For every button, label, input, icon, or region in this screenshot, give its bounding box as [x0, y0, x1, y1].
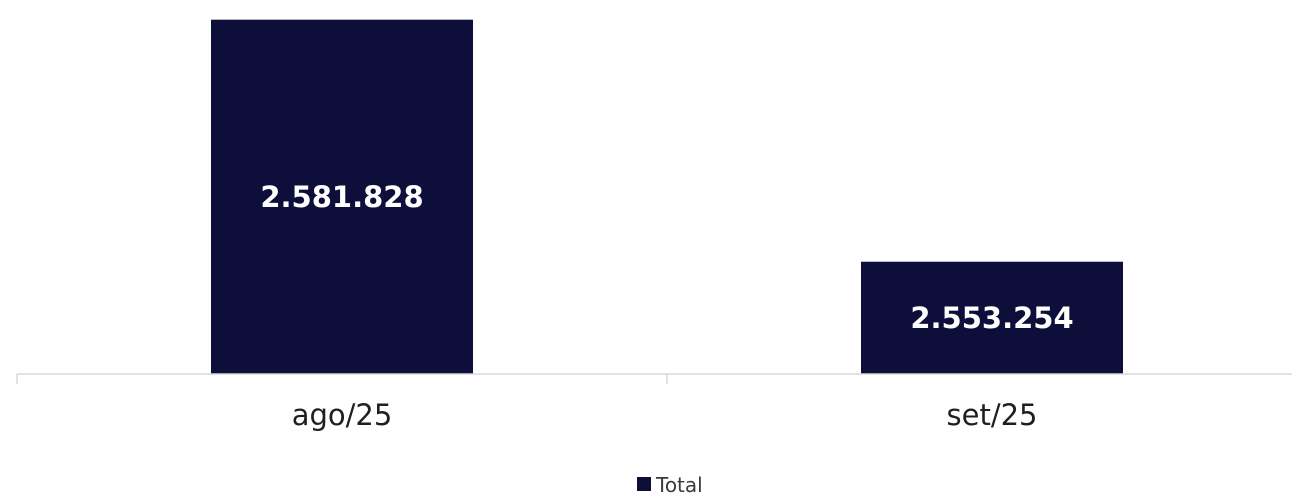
data-labels: 2.581.828 2.553.254	[260, 180, 1073, 335]
data-label-0: 2.581.828	[260, 180, 423, 214]
category-labels: ago/25 set/25	[292, 398, 1038, 432]
category-label-0: ago/25	[292, 398, 393, 432]
legend: Total	[637, 473, 703, 494]
legend-label: Total	[655, 473, 703, 494]
bar-0	[211, 19, 473, 375]
data-label-1: 2.553.254	[910, 301, 1073, 335]
category-label-1: set/25	[947, 398, 1038, 432]
legend-swatch	[637, 477, 651, 491]
x-axis	[16, 373, 1292, 384]
bars-layer	[211, 19, 1123, 375]
bar-1	[861, 261, 1123, 374]
